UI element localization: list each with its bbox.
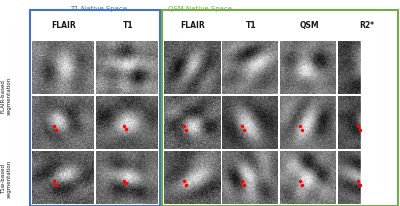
Bar	[162, 10, 398, 206]
Text: T1w-based
segmentation: T1w-based segmentation	[0, 159, 12, 198]
Text: T1: T1	[246, 21, 256, 30]
Text: T1 Native Space: T1 Native Space	[70, 6, 127, 12]
Text: FLAIR: FLAIR	[52, 21, 76, 30]
Text: T1: T1	[123, 21, 133, 30]
Text: FLAIR: FLAIR	[181, 21, 205, 30]
Text: R2*: R2*	[360, 21, 374, 30]
Text: QSM Native Space: QSM Native Space	[168, 6, 232, 12]
Bar	[30, 10, 160, 206]
Text: FLAIR-based
segmentation: FLAIR-based segmentation	[0, 77, 12, 115]
Text: QSM: QSM	[299, 21, 319, 30]
